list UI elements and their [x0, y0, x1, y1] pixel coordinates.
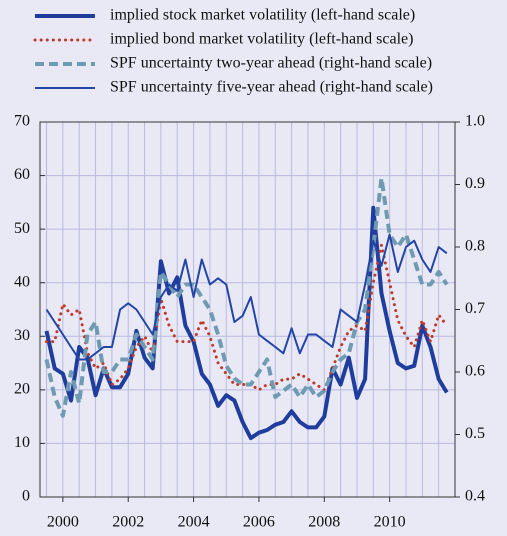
x-tick-label: 2006 [243, 514, 275, 531]
y-tick-label: 60 [14, 166, 30, 183]
series-line [44, 176, 449, 418]
y2-tick-label: 0.9 [465, 175, 485, 192]
legend-label: implied stock market volatility (left-ha… [110, 7, 415, 24]
legend-label: implied bond market volatility (left-han… [110, 31, 413, 48]
y2-tick-label: 1.0 [465, 113, 485, 130]
y-tick-label: 10 [14, 434, 30, 451]
plot-frame [39, 121, 456, 498]
y-tick-label: 20 [14, 381, 30, 398]
x-tick-label: 2002 [112, 514, 144, 531]
y-tick-label: 70 [14, 113, 30, 130]
series-line [45, 233, 448, 361]
x-tick-label: 2008 [308, 514, 340, 531]
x-tick-label: 2004 [178, 514, 210, 531]
x-tick-label: 2010 [374, 514, 406, 531]
series-line [45, 243, 449, 392]
legend-label: SPF uncertainty two-year ahead (right-ha… [110, 55, 432, 72]
y-tick-label: 50 [14, 220, 30, 237]
y-tick-label: 0 [22, 488, 30, 505]
y-tick-label: 30 [14, 327, 30, 344]
y2-tick-label: 0.7 [465, 300, 485, 317]
series-line [44, 205, 449, 441]
y2-tick-label: 0.5 [465, 425, 485, 442]
legend-label: SPF uncertainty five-year ahead (right-h… [110, 79, 433, 96]
y-tick-label: 40 [14, 273, 30, 290]
x-tick-label: 2000 [47, 514, 79, 531]
y2-tick-label: 0.4 [465, 488, 485, 505]
y2-tick-label: 0.6 [465, 363, 485, 380]
y2-tick-label: 0.8 [465, 238, 485, 255]
